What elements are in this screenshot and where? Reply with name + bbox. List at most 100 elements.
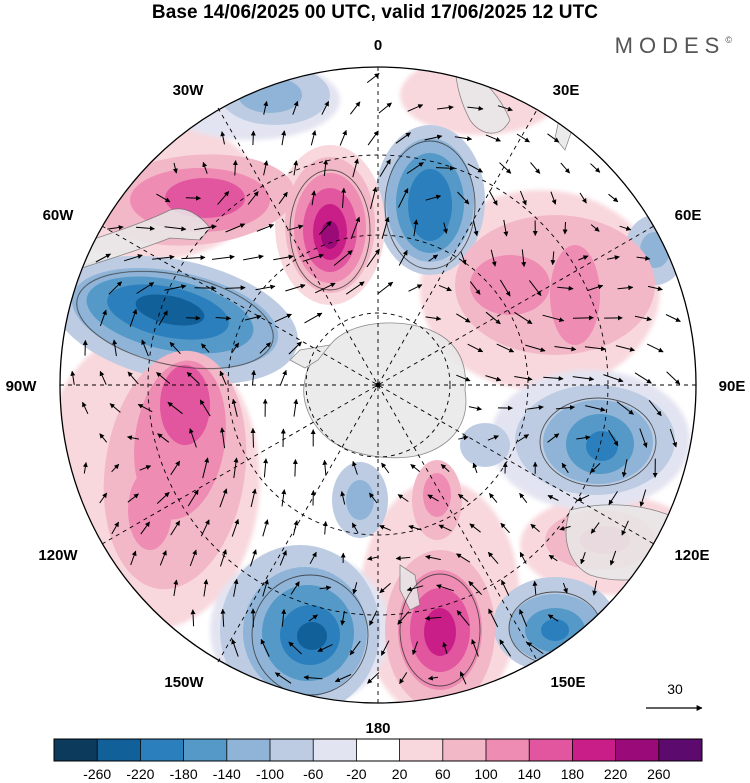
- contour-lines: [76, 140, 657, 696]
- wind-arrow: [303, 675, 323, 681]
- wind-arrow: [194, 224, 217, 231]
- wind-arrow: [578, 255, 589, 261]
- wind-arrow: [231, 398, 238, 417]
- wind-arrow: [562, 221, 568, 235]
- wind-arrow: [438, 524, 452, 532]
- wind-arrow: [560, 162, 570, 174]
- wind-arrow: [547, 433, 560, 443]
- wind-arrow: [288, 341, 302, 355]
- colorbar-swatch: [140, 739, 184, 761]
- wind-arrow: [621, 459, 628, 478]
- positive-anomaly-ne: [455, 215, 655, 355]
- map-title: Base 14/06/2025 00 UTC, valid 17/06/2025…: [151, 2, 599, 23]
- colorbar-tick-label: -260: [83, 766, 111, 782]
- wind-arrow: [186, 371, 200, 385]
- wind-arrow: [250, 488, 257, 508]
- wind-arrow: [572, 376, 595, 382]
- wind-arrow: [319, 585, 332, 591]
- wind-arrow: [467, 163, 484, 173]
- wind-arrow: [220, 608, 226, 627]
- colorbar-tick-label: -220: [126, 766, 154, 782]
- wind-arrow: [187, 489, 199, 507]
- wind-arrow: [82, 401, 89, 415]
- wind-arrow: [367, 130, 379, 146]
- wind-arrow: [259, 342, 271, 354]
- wind-arrow: [532, 580, 538, 595]
- wind-arrow: [189, 428, 197, 448]
- wind-arrow: [156, 372, 171, 384]
- wind-arrow: [472, 220, 479, 237]
- wind-arrow: [608, 491, 618, 506]
- wind-arrow: [345, 281, 365, 295]
- wind-arrow: [547, 614, 559, 622]
- wind-arrow: [526, 641, 544, 655]
- wind-arrow: [559, 525, 571, 531]
- wind-arrow: [458, 493, 469, 503]
- wind-vectors: [70, 73, 681, 685]
- wind-arrow: [437, 105, 454, 111]
- wind-arrow: [587, 284, 604, 291]
- wind-arrow: [468, 581, 482, 595]
- wind-arrow: [572, 315, 594, 321]
- wind-arrow: [194, 285, 217, 291]
- wind-arrow: [562, 582, 568, 594]
- wind-arrow: [377, 281, 394, 295]
- wind-arrow: [609, 550, 617, 566]
- lon-label-60e: 60E: [675, 207, 702, 224]
- colorbar-swatch: [270, 739, 314, 761]
- wind-arrow: [334, 674, 352, 682]
- wind-arrow: [621, 520, 629, 536]
- wind-arrow: [350, 101, 361, 115]
- wind-arrow: [576, 435, 591, 441]
- wind-arrow: [108, 281, 122, 295]
- colorbar-tick-label: -180: [170, 766, 198, 782]
- wind-arrow: [220, 131, 226, 145]
- lon-label-90e: 90E: [719, 378, 746, 395]
- wind-arrow: [203, 579, 209, 597]
- wind-arrow: [127, 371, 139, 385]
- wind-arrow: [352, 158, 359, 178]
- wind-arrow: [398, 250, 408, 266]
- wind-arrow: [99, 309, 107, 327]
- wind-arrow: [665, 314, 681, 322]
- wind-arrow: [323, 159, 329, 177]
- wind-arrow: [287, 224, 304, 231]
- wind-arrow: [99, 433, 108, 443]
- lon-label-120w: 120W: [38, 547, 78, 564]
- wind-arrow: [173, 579, 179, 597]
- wind-arrow: [99, 492, 108, 504]
- wind-arrow: [129, 308, 138, 327]
- colorbar-tick-label: -100: [256, 766, 284, 782]
- wind-arrow: [190, 609, 196, 627]
- wind-arrow: [273, 254, 294, 261]
- wind-arrow: [352, 460, 358, 475]
- wind-arrow: [123, 254, 143, 262]
- wind-arrow: [340, 610, 346, 626]
- wind-arrow: [164, 284, 187, 291]
- wind-arrow: [219, 427, 226, 449]
- negative-anomaly-e: [515, 385, 675, 495]
- wind-arrow: [379, 525, 391, 531]
- wind-arrow: [181, 255, 206, 261]
- wind-arrow: [424, 615, 442, 621]
- antarctica: [303, 322, 467, 459]
- wind-arrow: [547, 495, 559, 501]
- colorbar-tick-label: 220: [604, 766, 628, 782]
- wind-arrow: [606, 255, 620, 261]
- wind-arrow: [580, 552, 586, 565]
- wind-arrow: [215, 315, 232, 321]
- wind-arrow: [366, 248, 380, 268]
- wind-arrow: [139, 465, 152, 471]
- wind-arrow: [666, 371, 681, 385]
- wind-arrow: [471, 639, 479, 657]
- wind-arrow: [608, 193, 619, 203]
- wind-arrow: [467, 105, 484, 111]
- wind-arrow: [318, 221, 332, 235]
- wind-arrow: [488, 190, 498, 206]
- wind-arrow: [514, 311, 533, 325]
- wind-arrow: [159, 550, 167, 566]
- wind-arrow: [231, 638, 239, 657]
- wind-arrow: [557, 285, 574, 291]
- wind-arrow: [217, 191, 230, 205]
- wind-arrow: [459, 671, 467, 685]
